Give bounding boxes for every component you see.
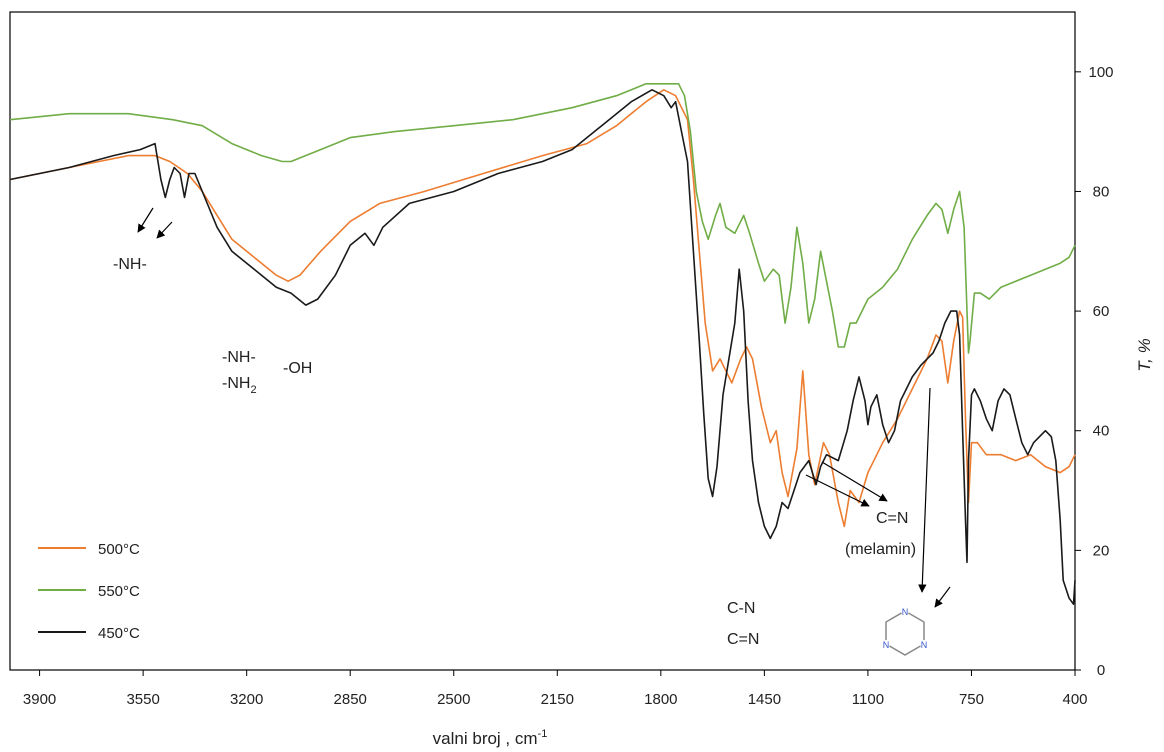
y-tick-label: 40 xyxy=(1093,423,1110,440)
y-tick-label: 100 xyxy=(1088,64,1113,81)
plot-frame xyxy=(9,11,1076,671)
x-tick-label: 1450 xyxy=(748,691,781,708)
x-tick-label: 3200 xyxy=(230,691,263,708)
annotation-nh-peaks: -NH- xyxy=(113,256,147,273)
x-tick-label: 2500 xyxy=(437,691,470,708)
legend-label-500-c: 500°C xyxy=(98,541,140,558)
x-tick-label: 1800 xyxy=(644,691,677,708)
legend-label-450-c: 450°C xyxy=(98,625,140,642)
arrow-cn-1 xyxy=(805,474,870,507)
x-axis-title-text: valni broj , cm xyxy=(433,729,538,748)
y-tick-label: 0 xyxy=(1097,662,1105,679)
y-axis-title: T, % xyxy=(1135,338,1154,371)
x-tick-label: 3900 xyxy=(23,691,56,708)
x-axis-title: valni broj , cm-1 xyxy=(433,728,548,748)
annotation-nh2-subscript: 2 xyxy=(250,384,256,396)
annotation-melamin: (melamin) xyxy=(845,541,916,558)
x-ticks: 3900 3550 3200 2850 2500 2150 1800 1450 1100 750 4… xyxy=(23,670,1088,708)
arrow-nh-1 xyxy=(137,207,154,233)
annotation-nh2: -NH2 xyxy=(222,375,257,396)
series-line-500-c xyxy=(9,89,1076,528)
annotation-nh2-main: -NH xyxy=(222,375,250,392)
x-axis-title-superscript: -1 xyxy=(538,728,548,740)
x-tick-label: 400 xyxy=(1062,691,1087,708)
legend-label-550-c: 550°C xyxy=(98,583,140,600)
annotation-c-double-n-melamine: C=N xyxy=(876,510,908,527)
series-line-550-c xyxy=(9,83,1076,354)
series-line-450-c xyxy=(9,89,1076,606)
x-tick-label: 3550 xyxy=(126,691,159,708)
x-tick-label: 2150 xyxy=(541,691,574,708)
arrow-melamine-2 xyxy=(934,586,951,608)
x-tick-label: 1100 xyxy=(852,691,884,708)
arrow-cn-2 xyxy=(821,461,888,502)
annotations: -NH- -NH- -NH2 -OH C-N C=N C=N (melamin) xyxy=(113,207,951,648)
annotation-oh: -OH xyxy=(283,360,312,377)
annotation-nh: -NH- xyxy=(222,349,256,366)
annotation-c-n: C-N xyxy=(727,600,755,617)
y-tick-label: 60 xyxy=(1093,303,1110,320)
series-layer xyxy=(9,83,1076,606)
y-ticks: 0 20 40 60 80 100 xyxy=(1075,64,1114,679)
arrow-nh-2 xyxy=(156,221,173,239)
x-tick-label: 750 xyxy=(959,691,984,708)
arrow-melamine-1 xyxy=(918,387,931,593)
y-tick-label: 80 xyxy=(1093,183,1110,200)
svg-text:N: N xyxy=(902,607,909,617)
svg-text:N: N xyxy=(883,640,890,650)
annotation-c-double-n: C=N xyxy=(727,631,759,648)
svg-text:N: N xyxy=(921,640,928,650)
x-tick-label: 2850 xyxy=(334,691,367,708)
y-tick-label: 20 xyxy=(1093,542,1110,559)
legend: 500°C 550°C 450°C xyxy=(38,541,140,642)
triazine-ring-icon: N N N xyxy=(882,607,928,656)
